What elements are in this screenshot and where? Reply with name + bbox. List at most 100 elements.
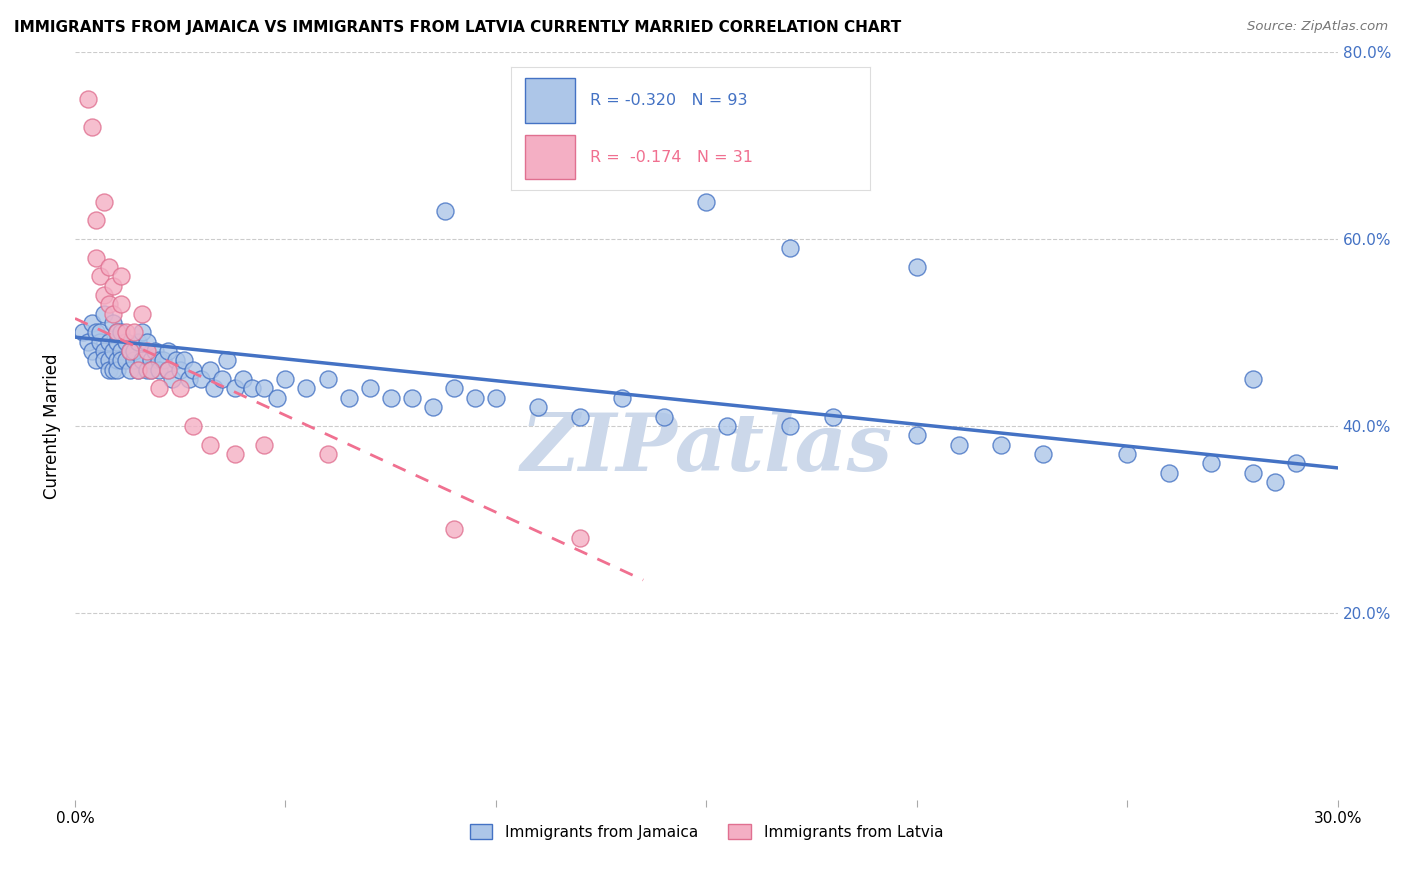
- Point: [97, 260, 120, 274]
- Point: [224, 382, 246, 396]
- Text: Source: ZipAtlas.com: Source: ZipAtlas.com: [1247, 20, 1388, 33]
- Point: [97, 353, 120, 368]
- Point: [148, 382, 170, 396]
- Point: [105, 363, 128, 377]
- Point: [422, 400, 444, 414]
- Point: [716, 418, 738, 433]
- Point: [143, 344, 166, 359]
- Point: [93, 307, 115, 321]
- Point: [105, 353, 128, 368]
- Point: [695, 194, 717, 209]
- Point: [266, 391, 288, 405]
- Point: [139, 353, 162, 368]
- Point: [821, 409, 844, 424]
- Point: [948, 437, 970, 451]
- Point: [97, 363, 120, 377]
- Point: [110, 326, 132, 340]
- Point: [80, 120, 103, 134]
- Point: [169, 382, 191, 396]
- Point: [105, 326, 128, 340]
- Point: [434, 204, 457, 219]
- Point: [779, 418, 801, 433]
- Point: [80, 344, 103, 359]
- Point: [76, 92, 98, 106]
- Text: ZIPatlas: ZIPatlas: [520, 409, 893, 487]
- Point: [101, 316, 124, 330]
- Point: [127, 363, 149, 377]
- Point: [485, 391, 508, 405]
- Point: [316, 372, 339, 386]
- Point: [89, 269, 111, 284]
- Point: [122, 353, 145, 368]
- Point: [101, 344, 124, 359]
- Point: [89, 334, 111, 349]
- Point: [527, 400, 550, 414]
- Point: [114, 326, 136, 340]
- Point: [139, 363, 162, 377]
- Point: [337, 391, 360, 405]
- Point: [990, 437, 1012, 451]
- Point: [443, 522, 465, 536]
- Point: [127, 363, 149, 377]
- Point: [443, 382, 465, 396]
- Point: [1201, 456, 1223, 470]
- Point: [316, 447, 339, 461]
- Text: IMMIGRANTS FROM JAMAICA VS IMMIGRANTS FROM LATVIA CURRENTLY MARRIED CORRELATION : IMMIGRANTS FROM JAMAICA VS IMMIGRANTS FR…: [14, 20, 901, 35]
- Point: [93, 288, 115, 302]
- Point: [173, 353, 195, 368]
- Point: [135, 344, 157, 359]
- Point: [93, 353, 115, 368]
- Point: [1243, 466, 1265, 480]
- Point: [76, 334, 98, 349]
- Point: [156, 344, 179, 359]
- Y-axis label: Currently Married: Currently Married: [44, 353, 60, 499]
- Point: [232, 372, 254, 386]
- Point: [1243, 372, 1265, 386]
- Point: [148, 363, 170, 377]
- Point: [105, 326, 128, 340]
- Point: [131, 307, 153, 321]
- Point: [1116, 447, 1139, 461]
- Point: [569, 409, 592, 424]
- Point: [110, 297, 132, 311]
- Point: [202, 382, 225, 396]
- Point: [89, 326, 111, 340]
- Point: [737, 148, 759, 162]
- Point: [80, 316, 103, 330]
- Point: [110, 353, 132, 368]
- Point: [101, 363, 124, 377]
- Point: [181, 363, 204, 377]
- Point: [1263, 475, 1285, 489]
- Point: [101, 307, 124, 321]
- Point: [401, 391, 423, 405]
- Point: [1032, 447, 1054, 461]
- Point: [84, 326, 107, 340]
- Point: [569, 531, 592, 545]
- Point: [274, 372, 297, 386]
- Point: [198, 437, 221, 451]
- Point: [1284, 456, 1306, 470]
- Point: [253, 437, 276, 451]
- Point: [122, 326, 145, 340]
- Point: [169, 363, 191, 377]
- Point: [359, 382, 381, 396]
- Point: [110, 344, 132, 359]
- Point: [160, 372, 183, 386]
- Point: [97, 297, 120, 311]
- Point: [131, 326, 153, 340]
- Point: [165, 353, 187, 368]
- Point: [101, 278, 124, 293]
- Point: [198, 363, 221, 377]
- Point: [156, 363, 179, 377]
- Point: [84, 213, 107, 227]
- Point: [177, 372, 200, 386]
- Point: [779, 241, 801, 255]
- Point: [118, 363, 141, 377]
- Point: [97, 334, 120, 349]
- Point: [135, 363, 157, 377]
- Point: [114, 353, 136, 368]
- Point: [152, 353, 174, 368]
- Point: [240, 382, 263, 396]
- Point: [131, 353, 153, 368]
- Point: [380, 391, 402, 405]
